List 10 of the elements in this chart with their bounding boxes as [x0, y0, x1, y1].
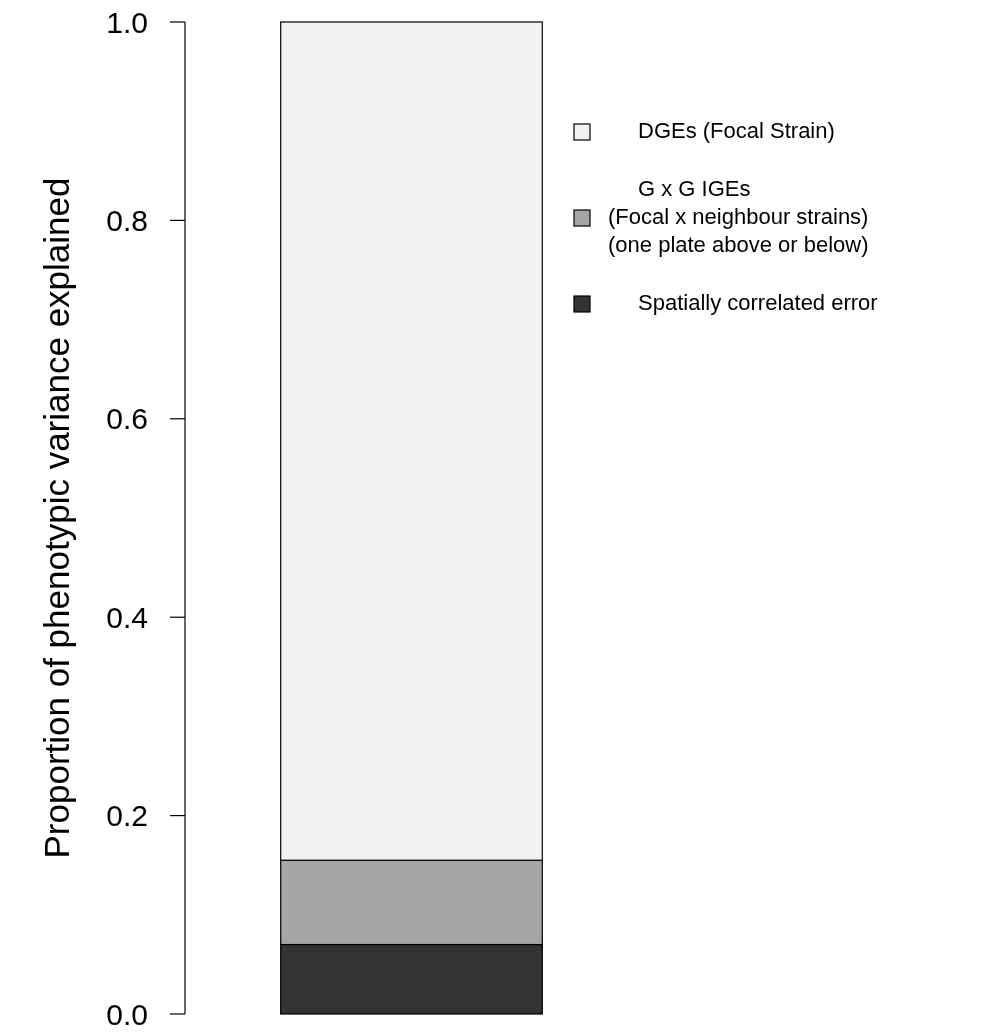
y-tick-label: 1.0	[106, 5, 148, 39]
y-tick-label: 0.6	[106, 402, 148, 436]
y-tick-label: 0.4	[106, 600, 148, 634]
y-tick-label: 0.0	[106, 997, 148, 1031]
legend-label: DGEs (Focal Strain)	[638, 118, 835, 143]
legend-label: Spatially correlated error	[638, 290, 878, 315]
text: G x G IGEs (Focal x neighbour strains) (one plate above or below)	[608, 176, 869, 257]
y-tick-label: 0.2	[106, 799, 148, 833]
y-axis-title: Proportion of phenotypic variance explained	[36, 177, 76, 859]
y-tick-label: 0.8	[106, 203, 148, 237]
